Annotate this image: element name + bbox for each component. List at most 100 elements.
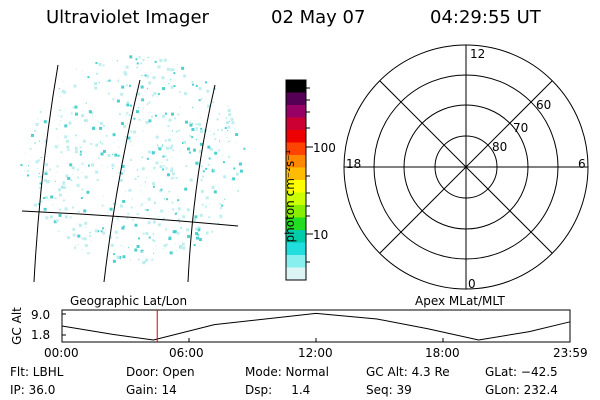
uv-speckle [77, 223, 79, 225]
uv-speckle [236, 178, 238, 180]
uv-speckle [172, 68, 175, 71]
uv-speckle [140, 62, 143, 65]
uv-speckle [200, 165, 203, 168]
uv-speckle [195, 227, 199, 231]
uv-speckle [90, 111, 94, 115]
uv-speckle [45, 180, 49, 184]
uv-speckle [200, 189, 204, 193]
uv-speckle [136, 66, 138, 68]
uv-speckle [152, 233, 154, 235]
uv-speckle [165, 167, 168, 170]
uv-speckle [187, 235, 191, 239]
uv-speckle [150, 72, 152, 74]
uv-speckle [199, 142, 203, 146]
uv-speckle [55, 219, 59, 223]
uv-speckle [118, 78, 120, 80]
uv-speckle [72, 233, 76, 237]
uv-speckle [128, 247, 130, 249]
uv-speckle [126, 216, 129, 219]
uv-speckle [225, 117, 227, 119]
uv-speckle [48, 199, 50, 201]
uv-speckle [146, 87, 148, 89]
uv-speckle [207, 104, 211, 108]
uv-speckle [211, 185, 215, 189]
uv-speckle [60, 115, 63, 118]
uv-speckle [233, 167, 236, 170]
uv-speckle [185, 165, 188, 168]
uv-speckle [101, 142, 104, 145]
uv-speckle [228, 113, 232, 117]
uv-speckle [112, 167, 114, 169]
uv-speckle [155, 135, 159, 139]
uv-speckle [226, 137, 228, 139]
uv-speckle [152, 239, 155, 242]
uv-speckle [26, 170, 29, 173]
uv-speckle [219, 214, 223, 218]
uv-speckle [171, 167, 174, 170]
uv-speckle [152, 220, 156, 224]
uv-speckle [228, 140, 230, 142]
uv-speckle [181, 242, 185, 246]
uv-speckle [120, 92, 124, 96]
uv-speckle [54, 197, 57, 200]
uv-speckle [191, 81, 194, 84]
uv-speckle [69, 163, 73, 167]
uv-speckle [30, 133, 34, 137]
uv-speckle [157, 215, 159, 217]
uv-speckle [200, 179, 203, 182]
uv-speckle [189, 134, 192, 137]
uv-speckle [89, 235, 92, 238]
uv-speckle [157, 223, 161, 227]
uv-speckle [146, 209, 149, 212]
uv-speckle [196, 217, 198, 219]
uv-speckle [166, 146, 170, 150]
uv-speckle [60, 120, 62, 122]
uv-speckle [146, 103, 148, 105]
uv-speckle [84, 175, 88, 179]
uv-speckle [168, 237, 172, 241]
uv-speckle [51, 204, 53, 206]
uv-speckle [209, 130, 211, 132]
uv-speckle [98, 82, 100, 84]
colorbar-band [286, 155, 306, 168]
uv-speckle [141, 75, 143, 77]
uv-speckle [193, 243, 196, 246]
uv-speckle [69, 216, 72, 219]
colorbar-band [286, 217, 306, 231]
uv-speckle [132, 130, 136, 134]
uv-speckle [141, 203, 144, 206]
uv-speckle [23, 170, 25, 172]
colorbar-band [286, 205, 306, 218]
uv-speckle [226, 121, 230, 125]
uv-speckle [225, 132, 227, 134]
uv-speckle [39, 175, 42, 178]
uv-speckle [221, 204, 224, 207]
uv-speckle [60, 95, 62, 97]
uv-speckle [172, 230, 176, 234]
uv-speckle [38, 172, 40, 174]
uv-speckle [132, 219, 134, 221]
uv-speckle [145, 258, 149, 262]
mlat-label-80: 80 [492, 140, 508, 154]
timeline-x-tick-0600: 06:00 [169, 346, 204, 360]
uv-speckle [140, 85, 144, 89]
uv-speckle [212, 170, 214, 172]
uv-speckle [59, 109, 61, 111]
uv-speckle [188, 151, 191, 154]
uv-speckle [227, 125, 231, 129]
uv-speckle [152, 185, 155, 188]
uv-speckle [205, 196, 209, 200]
uv-speckle [163, 198, 165, 200]
uv-speckle [141, 167, 145, 171]
uv-speckle [138, 107, 140, 109]
uv-speckle [92, 115, 94, 117]
timeline-y-tick-max: 9.0 [31, 308, 51, 322]
colorbar-band [286, 180, 306, 193]
uv-speckle [193, 218, 197, 222]
uv-speckle [199, 116, 201, 118]
uv-speckle [163, 244, 167, 248]
uv-speckle [76, 184, 80, 188]
uv-speckle [195, 232, 199, 236]
uv-speckle [124, 168, 126, 170]
uv-speckle [157, 92, 160, 95]
